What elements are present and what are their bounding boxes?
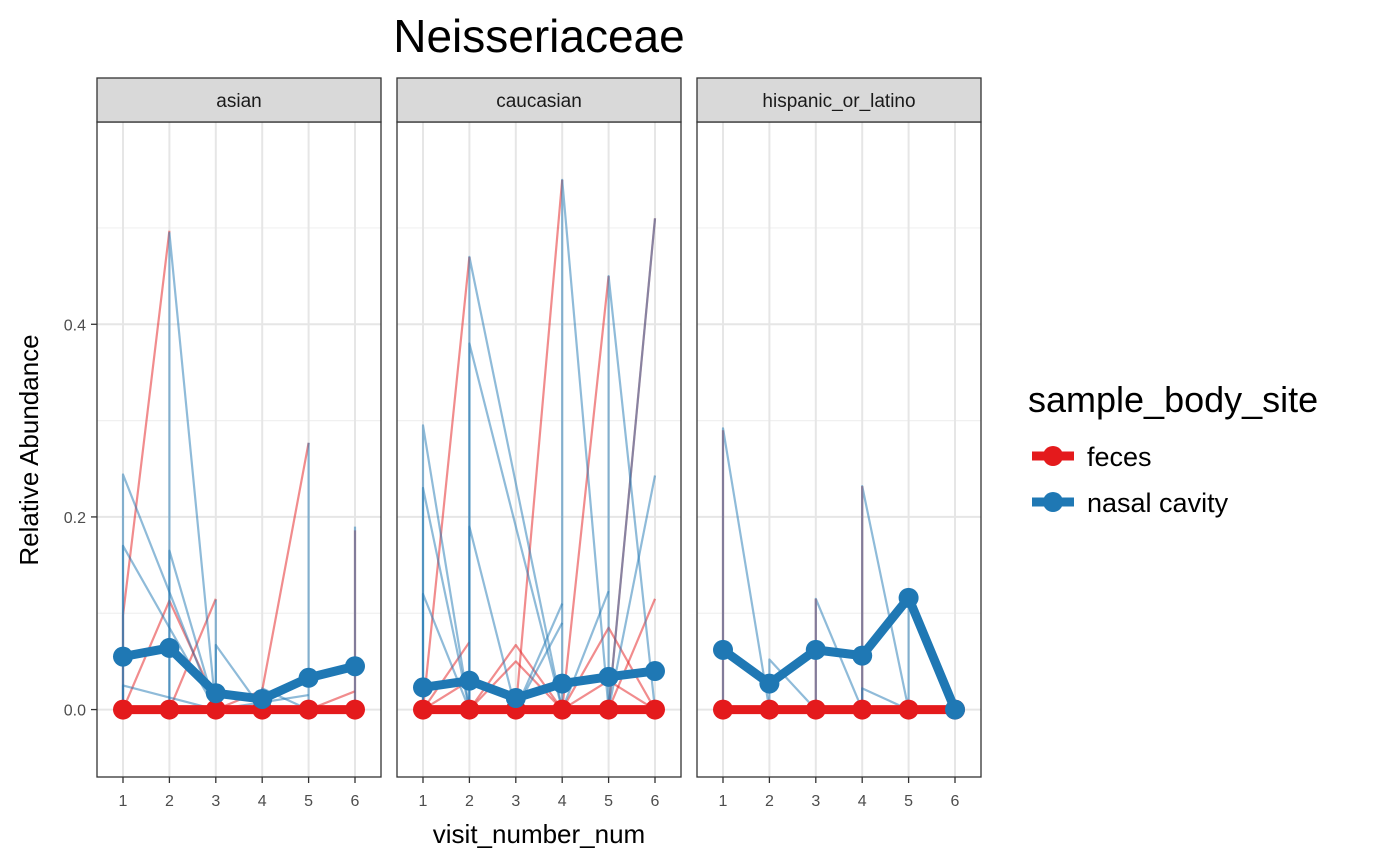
mean-point-feces [459, 699, 480, 720]
legend-entry-nasal-cavity: nasal cavity [1032, 488, 1229, 518]
x-tick-label: 4 [858, 793, 867, 810]
y-tick-label: 0.0 [64, 703, 86, 720]
facet-strip [96, 77, 382, 123]
mean-point-nasal-cavity [459, 670, 480, 691]
subject-line-feces [421, 256, 471, 710]
legend-label: feces [1087, 442, 1152, 472]
mean-point-feces [113, 699, 133, 720]
subject-line-feces [514, 179, 564, 710]
mean-point-nasal-cavity [252, 688, 273, 709]
mean-point-feces [759, 699, 780, 720]
y-tick-label: 0.2 [64, 510, 86, 527]
subject-line-nasal-cavity [861, 485, 910, 710]
mean-point-nasal-cavity [113, 646, 133, 667]
subject-line-nasal-cavity [721, 427, 771, 710]
mean-point-nasal-cavity [598, 666, 619, 687]
mean-point-feces [205, 699, 226, 720]
facet-panel-hispanic_or_latino: hispanic_or_latino 1 2 3 4 5 6 [696, 77, 982, 810]
facet-strip [696, 77, 982, 123]
mean-point-nasal-cavity [852, 645, 873, 666]
plot-title: Neisseriaceae [393, 10, 684, 62]
subject-line-nasal-cavity [561, 178, 610, 710]
mean-point-feces [805, 699, 826, 720]
mean-point-feces [345, 699, 365, 720]
mean-point-nasal-cavity [945, 699, 965, 720]
y-tick-label: 0.4 [64, 317, 86, 334]
x-tick-label: 3 [511, 793, 520, 810]
x-tick-label: 6 [651, 793, 660, 810]
mean-point-feces [713, 699, 733, 720]
legend-key-point [1043, 446, 1063, 466]
mean-point-feces [159, 699, 180, 720]
x-tick-label: 6 [951, 793, 960, 810]
mean-point-feces [298, 699, 319, 720]
mean-point-feces [598, 699, 619, 720]
mean-point-nasal-cavity [298, 667, 319, 688]
mean-point-feces [645, 699, 665, 720]
mean-point-feces [898, 699, 919, 720]
subject-line-feces [561, 275, 610, 710]
mean-point-feces [552, 699, 573, 720]
legend-key-point [1043, 492, 1063, 512]
legend: sample_body_site feces nasal cavity [1028, 379, 1318, 518]
facet-strip-label: caucasian [496, 91, 582, 112]
x-tick-label: 5 [904, 793, 913, 810]
legend-entry-feces: feces [1032, 442, 1152, 472]
legend-label: nasal cavity [1087, 488, 1229, 518]
subject-line-feces [168, 598, 217, 711]
mean-point-feces [413, 699, 433, 720]
facet-strip-label: asian [216, 91, 261, 112]
subject-line-nasal-cavity [421, 592, 471, 711]
facet-strip-label: hispanic_or_latino [762, 91, 915, 112]
x-tick-label: 5 [604, 793, 613, 810]
x-tick-label: 5 [304, 793, 313, 810]
mean-point-nasal-cavity [552, 673, 573, 694]
mean-point-feces [852, 699, 873, 720]
x-tick-label: 3 [211, 793, 220, 810]
x-tick-label: 2 [765, 793, 774, 810]
x-tick-label: 6 [351, 793, 360, 810]
mean-point-nasal-cavity [898, 587, 919, 608]
facet-strip [396, 77, 682, 123]
subject-line-feces [422, 641, 471, 711]
subject-line-nasal-cavity [814, 597, 864, 711]
x-axis-title: visit_number_num [433, 819, 645, 849]
mean-point-nasal-cavity [159, 637, 180, 658]
mean-point-nasal-cavity [713, 639, 733, 660]
x-tick-label: 1 [719, 793, 728, 810]
x-tick-label: 4 [258, 793, 267, 810]
mean-point-nasal-cavity [505, 688, 526, 709]
x-tick-label: 4 [558, 793, 567, 810]
subject-line-feces [607, 598, 657, 711]
mean-point-nasal-cavity [345, 656, 365, 677]
mean-point-nasal-cavity [645, 661, 665, 682]
subject-line-nasal-cavity [607, 275, 657, 710]
x-tick-label: 3 [811, 793, 820, 810]
facet-panel-asian: asian 1 2 3 4 5 6 0.0 0.2 0.4 [64, 77, 382, 810]
subject-line-nasal-cavity [168, 231, 217, 710]
mean-point-nasal-cavity [413, 677, 433, 698]
facet-panel-caucasian: caucasian 1 2 3 4 5 6 [396, 77, 682, 810]
subject-line-nasal-cavity [607, 218, 657, 710]
y-axis-title: Relative Abundance [14, 334, 44, 565]
subject-line-feces [468, 660, 563, 711]
mean-point-nasal-cavity [759, 673, 780, 694]
mean-point-nasal-cavity [205, 683, 226, 704]
legend-title: sample_body_site [1028, 379, 1318, 420]
mean-point-nasal-cavity [805, 639, 826, 660]
subject-line-nasal-cavity [468, 525, 517, 710]
x-tick-label: 2 [465, 793, 474, 810]
x-tick-label: 2 [165, 793, 174, 810]
x-tick-label: 1 [419, 793, 428, 810]
x-tick-label: 1 [119, 793, 128, 810]
